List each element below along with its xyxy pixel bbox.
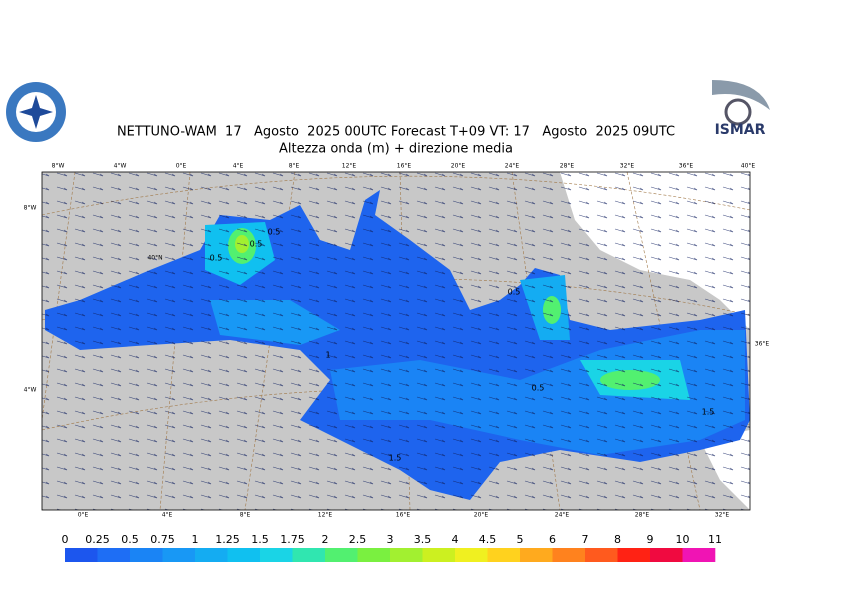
lon-label: 20°E — [474, 512, 489, 519]
contour-label: 0.5 — [210, 254, 223, 263]
lon-label: 0°E — [176, 163, 187, 170]
lon-label: 0°E — [78, 512, 89, 519]
contour-label: 0.5 — [250, 240, 263, 249]
color-box — [682, 548, 716, 562]
lat-label: 40°N — [147, 255, 162, 262]
subtitle: Altezza onda (m) + direzione media — [279, 142, 513, 157]
color-box — [617, 548, 651, 562]
color-box — [227, 548, 261, 562]
colorbar-label: 6 — [549, 533, 556, 546]
color-box — [195, 548, 228, 562]
colorbar-label: 1.75 — [280, 533, 305, 546]
color-box — [390, 548, 423, 562]
colorbar-label: 4 — [452, 533, 459, 546]
colorbar-label: 3 — [387, 533, 394, 546]
lon-label: 12°E — [342, 163, 357, 170]
contour-label: 0.5 — [268, 228, 281, 237]
lon-label: 4°W — [114, 163, 127, 170]
colorbar-label: 2.5 — [349, 533, 367, 546]
color-box — [65, 548, 98, 562]
colorbar-label: 9 — [647, 533, 654, 546]
colorbar-label: 1.25 — [215, 533, 240, 546]
color-box — [585, 548, 618, 562]
colorbar-label: 7 — [582, 533, 589, 546]
lon-label: 8°E — [289, 163, 300, 170]
colorbar-label: 4.5 — [479, 533, 497, 546]
lon-label: 28°E — [560, 163, 575, 170]
colorbar-label: 0.25 — [85, 533, 110, 546]
labels: 8°W 4°W 0°E 4°E 8°E 12°E 16°E 20°E 24°E 28°E 32°E 3… — [24, 163, 770, 519]
lon-label: 20°E — [451, 163, 466, 170]
color-box — [97, 548, 131, 562]
colorbar-label: 1.5 — [251, 533, 269, 546]
right-logo: ISMAR — [710, 78, 772, 140]
color-box — [422, 548, 456, 562]
color-box — [357, 548, 391, 562]
colorbar-label: 0.5 — [121, 533, 139, 546]
lon-label: 8°W — [52, 163, 65, 170]
lon-label: 4°E — [162, 512, 173, 519]
left-logo — [6, 82, 66, 142]
lon-label: 28°E — [635, 512, 650, 519]
contour-label: 0.5 — [532, 384, 545, 393]
logo-text: ISMAR — [715, 122, 766, 138]
colorbar-label: 8 — [614, 533, 621, 546]
contour-label: 0.5 — [508, 288, 521, 297]
color-box — [650, 548, 683, 562]
lon-label: 32°E — [620, 163, 635, 170]
colorbar-label: 1 — [192, 533, 199, 546]
colorbar-label: 5 — [517, 533, 524, 546]
colorbar-label: 0 — [62, 533, 69, 546]
map — [42, 172, 750, 510]
color-box — [487, 548, 521, 562]
lon-label: 24°E — [505, 163, 520, 170]
color-box — [130, 548, 163, 562]
lat-label: 8°W — [24, 205, 37, 212]
lon-label: 8°E — [240, 512, 251, 519]
color-box — [520, 548, 553, 562]
color-box — [162, 548, 196, 562]
lon-label: 36°E — [679, 163, 694, 170]
lon-label: 4°E — [233, 163, 244, 170]
lat-label: 36°E — [755, 341, 770, 348]
color-box — [292, 548, 326, 562]
colorbar: 0 0.25 0.5 0.75 1 1.25 1.5 1.75 2 2.5 3 3.5 4 4.5 5 6 7 8… — [62, 533, 722, 562]
contour-label: 1.5 — [389, 454, 402, 463]
colorbar-label: 2 — [322, 533, 329, 546]
map-frame — [41, 171, 751, 511]
lon-label: 40°E — [741, 163, 756, 170]
lon-label: 12°E — [318, 512, 333, 519]
colorbar-label: 0.75 — [150, 533, 175, 546]
color-box — [455, 548, 488, 562]
title: NETTUNO-WAM 17 Agosto 2025 00UTC Forecas… — [117, 125, 675, 140]
color-box — [260, 548, 293, 562]
colorbar-label: 11 — [708, 533, 722, 546]
lon-label: 24°E — [555, 512, 570, 519]
contour-label: 1 — [325, 351, 330, 360]
lon-label: 16°E — [397, 163, 412, 170]
color-box — [552, 548, 586, 562]
colorbar-label: 3.5 — [414, 533, 432, 546]
lat-label: 4°W — [24, 387, 37, 394]
contour-label: 1.5 — [702, 408, 715, 417]
lon-label: 32°E — [715, 512, 730, 519]
color-box — [325, 548, 358, 562]
lon-label: 16°E — [396, 512, 411, 519]
colorbar-label: 10 — [676, 533, 690, 546]
